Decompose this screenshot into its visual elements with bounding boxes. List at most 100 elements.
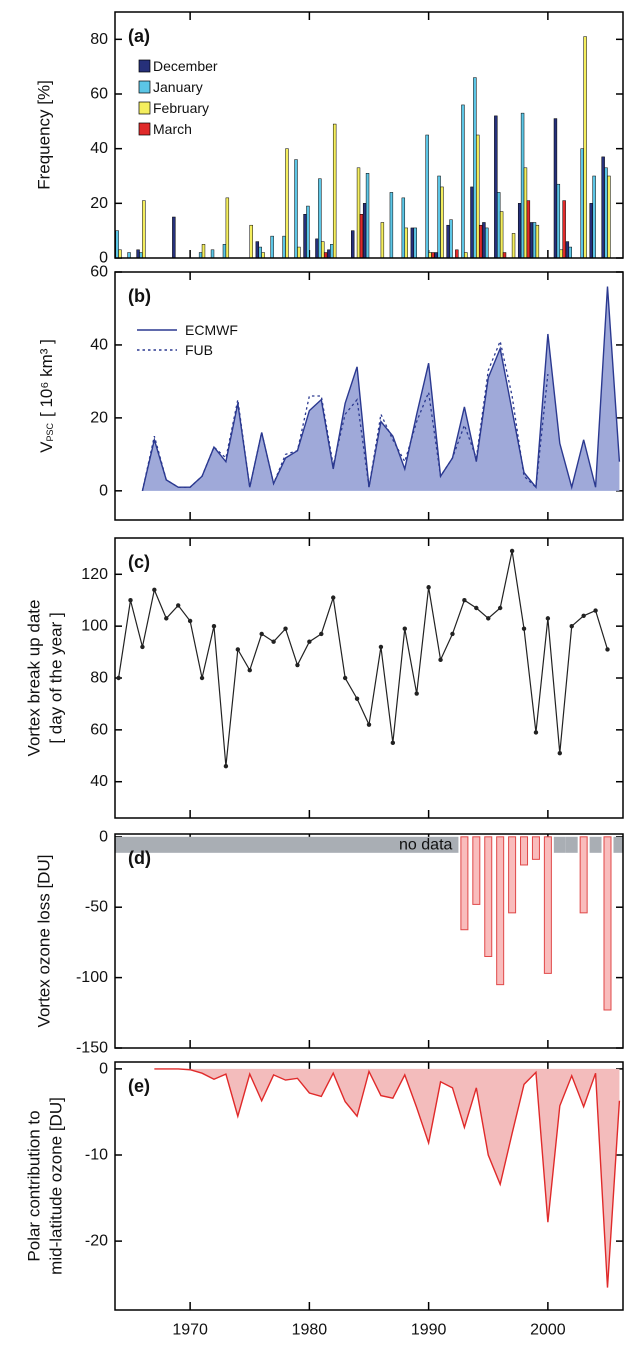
point xyxy=(438,657,443,663)
bar xyxy=(306,205,310,259)
bar xyxy=(455,249,459,259)
point xyxy=(450,631,455,637)
point xyxy=(521,626,527,631)
no-data-band xyxy=(565,836,578,853)
area-fill xyxy=(142,286,620,491)
bar xyxy=(589,203,593,259)
y-tick-label: 40 xyxy=(90,140,108,157)
point xyxy=(390,740,396,746)
bar xyxy=(118,249,122,259)
area-fill xyxy=(154,1068,620,1288)
y-tick-label: 0 xyxy=(99,1060,108,1077)
legend-label: February xyxy=(153,100,209,116)
point xyxy=(295,662,300,668)
y-tick-label: 80 xyxy=(90,31,108,48)
y-tick-label: 60 xyxy=(90,721,108,738)
axes-frame xyxy=(114,537,624,819)
bar xyxy=(526,200,531,259)
legend-swatch xyxy=(138,101,151,115)
bar xyxy=(380,222,385,259)
point xyxy=(307,639,312,644)
panel-label: (c) xyxy=(128,552,150,572)
point xyxy=(247,668,252,673)
bar xyxy=(460,836,469,931)
bar xyxy=(321,241,325,259)
bar xyxy=(401,197,406,259)
legend-label: ECMWF xyxy=(185,322,238,338)
bar xyxy=(607,175,611,259)
y-tick-label: 40 xyxy=(90,336,108,353)
y-tick-label: 120 xyxy=(81,566,108,583)
legend-swatch xyxy=(138,59,151,73)
bar xyxy=(482,222,486,259)
bar xyxy=(425,134,429,259)
point xyxy=(342,675,348,681)
bar xyxy=(604,167,608,259)
line xyxy=(154,1068,621,1288)
point xyxy=(199,675,205,681)
bar xyxy=(464,252,468,259)
y-tick-label: -50 xyxy=(85,899,108,916)
x-tick-label: 1980 xyxy=(292,1322,328,1339)
legend-label: FUB xyxy=(185,342,213,358)
bar xyxy=(172,216,176,259)
point xyxy=(259,631,264,637)
bar xyxy=(315,238,319,259)
bar xyxy=(437,175,441,259)
bar xyxy=(508,836,517,914)
y-tick-label: 60 xyxy=(90,264,108,281)
bar xyxy=(559,249,563,259)
legend-swatch xyxy=(138,122,151,136)
bar xyxy=(222,244,227,259)
point xyxy=(402,626,407,631)
y-axis-label: Polar contribution to xyxy=(25,1110,44,1261)
point xyxy=(283,626,288,631)
y-tick-label: -10 xyxy=(85,1147,108,1164)
bar xyxy=(115,230,119,259)
bar xyxy=(303,214,307,259)
point xyxy=(605,647,610,652)
panel-label: (e) xyxy=(128,1076,150,1096)
axes-frame xyxy=(114,11,624,259)
point xyxy=(426,585,431,590)
bar xyxy=(410,227,415,259)
point xyxy=(235,647,241,652)
bar xyxy=(225,197,230,259)
bar xyxy=(478,224,483,259)
y-tick-label: 20 xyxy=(90,195,108,212)
bar xyxy=(553,118,558,259)
no-data-band xyxy=(553,836,566,853)
bar xyxy=(511,233,516,259)
bar xyxy=(470,186,474,259)
bar xyxy=(255,241,260,259)
y-axis-label: Vortex break up date xyxy=(25,600,44,757)
bar xyxy=(579,836,588,914)
bar xyxy=(297,246,301,259)
panel-label: (b) xyxy=(128,286,151,306)
legend-label: March xyxy=(153,121,192,137)
no-data-band xyxy=(613,836,623,853)
bar xyxy=(446,224,450,259)
bar xyxy=(517,203,522,259)
bar xyxy=(531,836,540,860)
point xyxy=(116,675,121,681)
bar xyxy=(532,222,537,259)
bar xyxy=(562,200,566,259)
point xyxy=(187,618,193,624)
bar xyxy=(535,224,540,259)
bar xyxy=(449,219,453,259)
y-tick-label: 80 xyxy=(90,670,108,687)
bar xyxy=(365,173,370,259)
point xyxy=(319,631,324,637)
bar xyxy=(359,214,364,259)
point xyxy=(581,613,586,618)
legend-label: January xyxy=(153,79,203,95)
bar xyxy=(434,252,438,259)
annotation: no data xyxy=(399,836,452,853)
point xyxy=(545,616,551,621)
bar xyxy=(413,227,417,259)
y-axis-unit: [ 10⁶ km³ ] xyxy=(37,339,56,417)
panel-label: (a) xyxy=(128,26,150,46)
